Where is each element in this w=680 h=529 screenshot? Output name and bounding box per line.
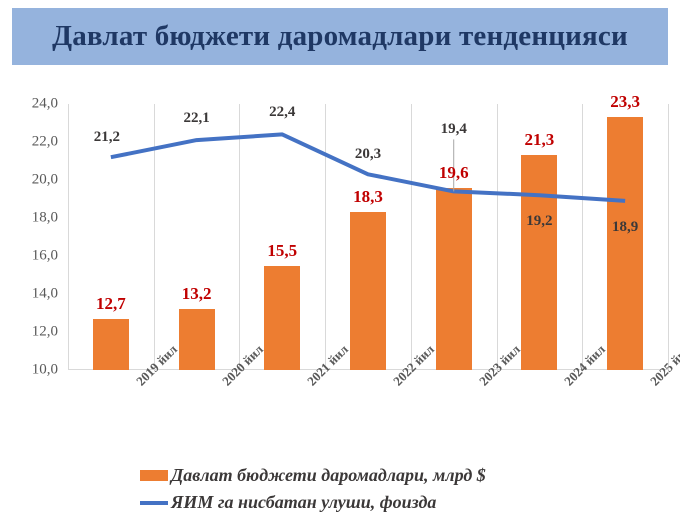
x-axis-category-label: 2022 йил <box>390 341 438 389</box>
x-axis-category-label: 2024 йил <box>561 341 609 389</box>
chart-canvas: 10,0 12,0 14,0 16,0 18,0 20,0 22,0 24,0 12,7 13,… <box>0 80 680 529</box>
y-axis-tick-label: 12,0 <box>31 323 58 340</box>
bar-value-label: 13,2 <box>181 284 212 304</box>
bar-value-label: 23,3 <box>610 92 641 112</box>
chart-legend: Давлат бюджети даромадлари, млрд $ ЯИМ г… <box>140 462 486 516</box>
category-gridline <box>239 104 240 370</box>
y-axis-tick-label: 20,0 <box>31 171 58 188</box>
bar-value-label: 15,5 <box>267 240 298 260</box>
x-axis-category-label: 2019 йил <box>132 341 180 389</box>
y-axis-tick-label: 24,0 <box>31 95 58 112</box>
x-axis-category-label: 2020 йил <box>218 341 266 389</box>
category-gridline <box>325 104 326 370</box>
legend-item-line[interactable]: ЯИМ га нисбатан улуши, фоизда <box>140 489 486 516</box>
category-gridline <box>497 104 498 370</box>
category-gridline <box>582 104 583 370</box>
bar[interactable] <box>435 187 472 370</box>
line-value-label: 22,1 <box>183 110 210 127</box>
bar-value-label: 19,6 <box>438 162 469 182</box>
line-value-label: 20,3 <box>354 146 382 163</box>
x-axis-category-label: 2023 йил <box>475 341 523 389</box>
legend-item-label: ЯИМ га нисбатан улуши, фоизда <box>171 492 437 512</box>
line-swatch-icon <box>140 500 168 505</box>
chart-title-banner: Давлат бюджети даромадлари тенденцияси <box>12 8 668 65</box>
category-gridline <box>668 104 669 370</box>
category-gridline <box>411 104 412 370</box>
x-axis-category-label: 2021 йил <box>304 341 352 389</box>
bar[interactable] <box>607 117 644 370</box>
line-value-label: 19,4 <box>440 121 467 138</box>
category-gridline <box>154 104 155 370</box>
bar[interactable] <box>521 155 558 370</box>
line-value-label: 18,9 <box>612 218 639 235</box>
line-path <box>110 132 626 203</box>
bar[interactable] <box>350 212 386 370</box>
y-axis-tick-label: 10,0 <box>31 361 58 378</box>
legend-item-label: Давлат бюджети даромадлари, млрд $ <box>171 465 486 485</box>
category-gridline <box>68 104 69 370</box>
y-axis-tick-label: 16,0 <box>31 247 58 264</box>
y-axis-tick-label: 22,0 <box>31 133 58 150</box>
page-title: Давлат бюджети даромадлари тенденцияси <box>52 20 628 52</box>
bar-value-label: 12,7 <box>95 293 126 313</box>
line-value-label: 19,2 <box>526 213 553 230</box>
bar[interactable] <box>92 318 129 370</box>
line-value-label: 22,4 <box>269 104 296 121</box>
bar-value-label: 18,3 <box>353 187 383 207</box>
y-axis-tick-label: 14,0 <box>31 285 58 302</box>
legend-item-bar[interactable]: Давлат бюджети даромадлари, млрд $ <box>140 462 486 489</box>
line-value-label: 21,2 <box>93 129 120 146</box>
x-axis-category-label: 2025 йил… <box>647 332 680 389</box>
y-axis-tick-label: 18,0 <box>31 209 58 226</box>
line-series <box>110 132 626 203</box>
bar[interactable] <box>264 265 301 370</box>
plot-area: 12,7 13,2 15,5 18,3 19,6 21,3 23,3 21,2 22,1 22,4… <box>68 92 669 370</box>
bar-swatch-icon <box>140 470 168 481</box>
bar[interactable] <box>178 309 215 370</box>
bar-value-label: 21,3 <box>524 130 555 150</box>
